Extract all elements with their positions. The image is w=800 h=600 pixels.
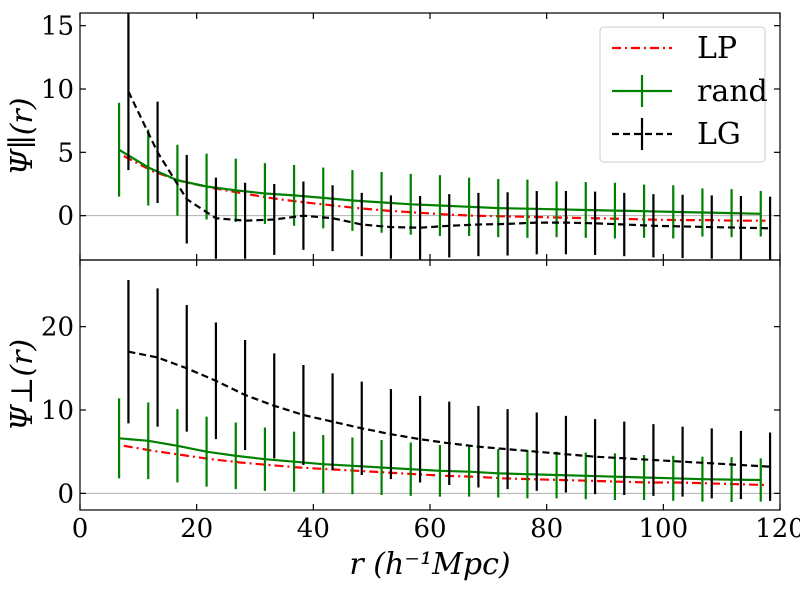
y-tick-label: 5 (57, 138, 74, 168)
line-lp (123, 444, 766, 487)
series-lg (127, 280, 772, 501)
legend-entry-rand: rand (612, 74, 768, 109)
x-tick-label: 80 (530, 514, 563, 544)
panel-parallel-ticks: 0 5 10 15 (41, 12, 781, 260)
legend: LP rand LG (599, 26, 768, 163)
y-tick-label: 0 (57, 202, 74, 232)
x-tick-label: 0 (72, 514, 89, 544)
legend-items: LP rand LG (612, 31, 768, 152)
x-tick-label: 20 (180, 514, 213, 544)
x-axis-label: r (h⁻¹Mpc) (349, 547, 510, 582)
x-tick-labels: 0 20 40 60 80 100 120 (72, 514, 800, 544)
x-tick-label: 60 (413, 514, 446, 544)
x-tick-label: 40 (297, 514, 330, 544)
series-lg (127, 13, 772, 260)
x-tick-label: 100 (639, 514, 689, 544)
panel-perpendicular-ticks: 0 10 20 (41, 260, 781, 510)
legend-entry-lg: LG (612, 117, 741, 152)
panel-perpendicular-ylabel: Ψ⊥(r) (5, 339, 40, 431)
line-lg (127, 91, 771, 230)
legend-entry-lp: LP (612, 31, 737, 66)
panel-parallel: 0 5 10 15 Ψ∥(r) (5, 12, 781, 261)
series-lp (123, 155, 766, 222)
y-tick-label: 0 (57, 479, 74, 509)
panel-perpendicular: 0 10 20 Ψ⊥(r) (5, 259, 781, 511)
y-tick-label: 10 (41, 75, 74, 105)
panel-perpendicular-series (117, 280, 772, 503)
legend-label-rand: rand (697, 74, 768, 109)
line-lg (128, 350, 771, 468)
series-lp (123, 444, 766, 487)
panel-perpendicular-frame (79, 259, 781, 511)
legend-label-lg: LG (697, 117, 741, 152)
x-tick-label: 120 (755, 514, 800, 544)
panel-parallel-series (117, 13, 772, 260)
y-tick-label: 15 (41, 12, 74, 42)
panel-parallel-ylabel: Ψ∥(r) (5, 98, 40, 176)
y-tick-label: 20 (41, 313, 74, 343)
line-lp (123, 155, 766, 222)
legend-label-lp: LP (697, 31, 737, 66)
y-tick-label: 10 (41, 396, 74, 426)
series-rand (117, 102, 762, 239)
